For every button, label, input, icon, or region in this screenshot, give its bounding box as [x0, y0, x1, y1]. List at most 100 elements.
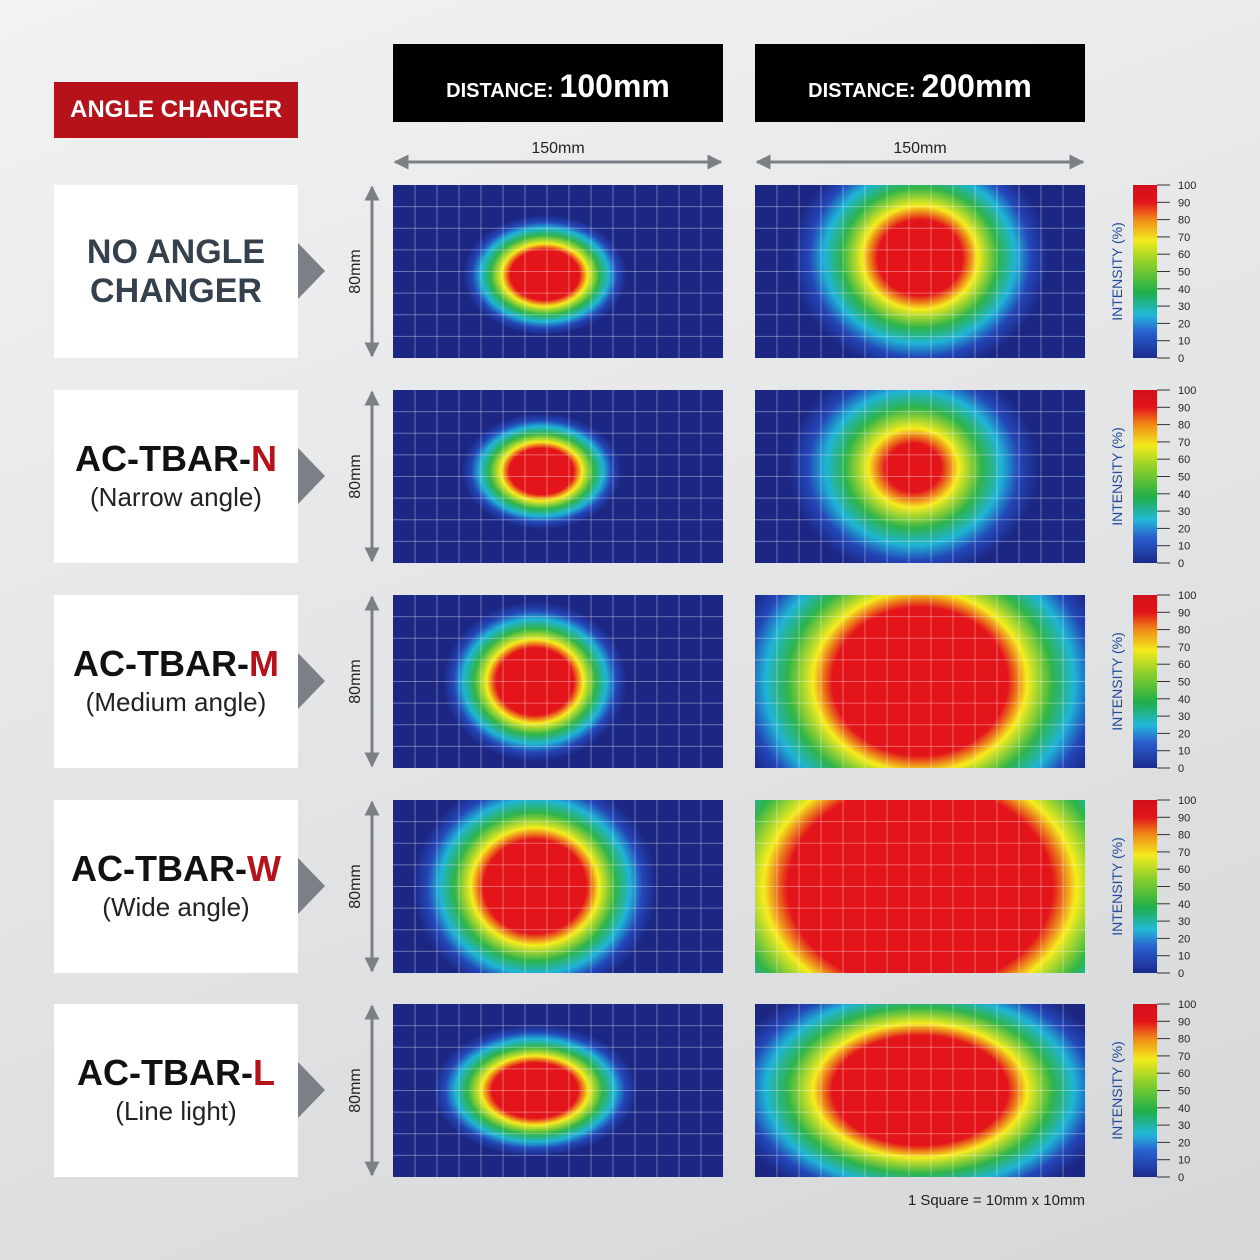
- colorbar-tick-label: 50: [1178, 882, 1190, 894]
- colorbar-tick-label: 100: [1178, 590, 1196, 602]
- width-label: 150mm: [893, 140, 946, 157]
- colorbar-tick-label: 20: [1178, 1137, 1190, 1149]
- colorbar-tick-label: 60: [1178, 454, 1190, 466]
- height-label: 80mm: [347, 864, 364, 908]
- colorbar-tick-label: 100: [1178, 180, 1196, 192]
- row-suffix: W: [246, 848, 281, 890]
- height-label: 80mm: [347, 1068, 364, 1112]
- colorbar-tick-label: 80: [1178, 420, 1190, 432]
- colorbar-tick-label: 40: [1178, 489, 1190, 501]
- colorbar-tick-label: 50: [1178, 677, 1190, 689]
- row-name: NO ANGLE CHANGER: [86, 233, 266, 310]
- colorbar-tick-label: 100: [1178, 999, 1196, 1011]
- colorbar-tick-label: 80: [1178, 830, 1190, 842]
- colorbar: [1133, 800, 1157, 973]
- row-name: AC-TBAR-N: [75, 440, 277, 478]
- heatmap-spot: [412, 800, 657, 973]
- header-value: 100mm: [559, 68, 670, 104]
- colorbar-tick-label: 80: [1178, 1034, 1190, 1046]
- colorbar-tick-label: 30: [1178, 916, 1190, 928]
- colorbar-tick-label: 70: [1178, 232, 1190, 244]
- row-prefix: AC-TBAR-: [77, 1052, 253, 1094]
- colorbar-tick-label: 20: [1178, 523, 1190, 535]
- colorbar-tick-label: 30: [1178, 1120, 1190, 1132]
- height-label: 80mm: [347, 659, 364, 703]
- colorbar-tick-label: 0: [1178, 558, 1184, 570]
- heatmap-spot: [755, 1004, 1085, 1177]
- row-label: AC-TBAR-W (Wide angle): [54, 800, 298, 973]
- colorbar-tick-label: 70: [1178, 437, 1190, 449]
- heatmap-spot: [755, 595, 1085, 768]
- colorbar-tick-label: 50: [1178, 1086, 1190, 1098]
- colorbar-tick-label: 60: [1178, 864, 1190, 876]
- badge: ANGLE CHANGER: [54, 82, 298, 138]
- row-name: AC-TBAR-W: [71, 850, 281, 888]
- row-subtitle: (Wide angle): [102, 891, 250, 922]
- row-name: AC-TBAR-M: [73, 645, 279, 683]
- row-name: AC-TBAR-L: [77, 1054, 275, 1092]
- colorbar-tick-label: 90: [1178, 607, 1190, 619]
- heatmap: [393, 390, 723, 563]
- heatmap: [393, 1004, 723, 1177]
- colorbar-tick-label: 30: [1178, 711, 1190, 723]
- colorbar-tick-label: 10: [1178, 951, 1190, 963]
- colorbar-tick-label: 30: [1178, 301, 1190, 313]
- colorbar-tick-label: 100: [1178, 385, 1196, 397]
- row-label: AC-TBAR-M (Medium angle): [54, 595, 298, 768]
- heatmap: [393, 595, 723, 768]
- row-subtitle: (Medium angle): [85, 686, 267, 717]
- heatmap: [755, 185, 1085, 358]
- colorbar-tick-label: 50: [1178, 267, 1190, 279]
- colorbar-tick-label: 10: [1178, 541, 1190, 553]
- colorbar: [1133, 185, 1157, 358]
- colorbar-tick-label: 90: [1178, 812, 1190, 824]
- colorbar-tick-label: 70: [1178, 1051, 1190, 1063]
- row-arrow: [298, 1062, 325, 1118]
- row-arrow: [298, 243, 325, 299]
- colorbar-tick-label: 70: [1178, 642, 1190, 654]
- row-suffix: M: [248, 643, 279, 685]
- colorbar-tick-label: 10: [1178, 746, 1190, 758]
- colorbar-tick-label: 10: [1178, 1155, 1190, 1167]
- heatmap-spot: [462, 214, 627, 335]
- header-label: DISTANCE:: [446, 80, 554, 102]
- height-label: 80mm: [347, 454, 364, 498]
- colorbar-tick-label: 40: [1178, 1103, 1190, 1115]
- heatmap: [393, 185, 723, 358]
- colorbar-tick-label: 40: [1178, 284, 1190, 296]
- colorbar-tick-label: 100: [1178, 795, 1196, 807]
- column-header: DISTANCE: 200mm: [755, 44, 1085, 122]
- row-suffix: N: [250, 438, 277, 480]
- heatmap-spot: [792, 185, 1048, 358]
- heatmap-spot: [442, 601, 627, 762]
- colorbar: [1133, 390, 1157, 563]
- colorbar-tick-label: 60: [1178, 659, 1190, 671]
- colorbar-tick-label: 40: [1178, 899, 1190, 911]
- colorbar-tick-label: 60: [1178, 1068, 1190, 1080]
- heatmap-spot: [788, 390, 1039, 563]
- heatmap: [393, 800, 723, 973]
- row-label: AC-TBAR-N (Narrow angle): [54, 390, 298, 563]
- row-arrow: [298, 448, 325, 504]
- row-subtitle: (Line light): [115, 1095, 237, 1126]
- row-arrow: [298, 858, 325, 914]
- row-prefix: AC-TBAR-: [71, 848, 247, 890]
- colorbar-label: INTENSITY (%): [1109, 837, 1125, 936]
- colorbar-tick-label: 90: [1178, 402, 1190, 414]
- width-label: 150mm: [531, 140, 584, 157]
- header-label: DISTANCE:: [808, 80, 916, 102]
- colorbar-tick-label: 0: [1178, 1172, 1184, 1184]
- header-value: 200mm: [921, 68, 1032, 104]
- heatmap: [755, 390, 1085, 563]
- colorbar-tick-label: 80: [1178, 215, 1190, 227]
- colorbar-tick-label: 0: [1178, 968, 1184, 980]
- height-label: 80mm: [347, 249, 364, 293]
- column-header: DISTANCE: 100mm: [393, 44, 723, 122]
- footnote: 1 Square = 10mm x 10mm: [908, 1192, 1085, 1209]
- colorbar-tick-label: 0: [1178, 763, 1184, 775]
- colorbar-label: INTENSITY (%): [1109, 427, 1125, 526]
- colorbar-label: INTENSITY (%): [1109, 632, 1125, 731]
- colorbar: [1133, 1004, 1157, 1177]
